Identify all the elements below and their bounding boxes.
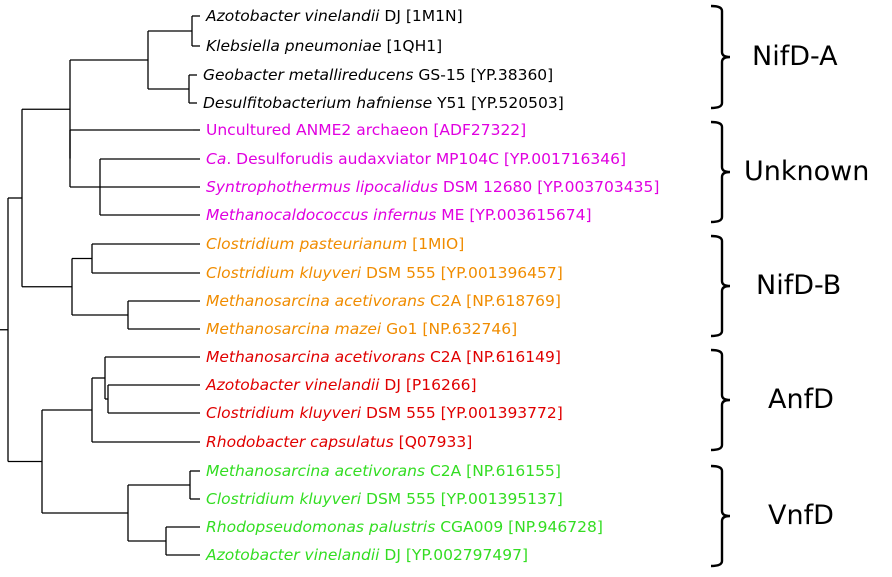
strain-accession: [Q07933] bbox=[393, 433, 473, 451]
species-name: Clostridium pasteurianum bbox=[206, 235, 408, 253]
leaf-label: Azotobacter vinelandii DJ [P16266] bbox=[206, 376, 477, 394]
strain-accession: Y51 [YP.520503] bbox=[432, 94, 564, 112]
leaf-label: Klebsiella pneumoniae [1QH1] bbox=[206, 37, 442, 55]
species-name: Ca bbox=[206, 150, 227, 168]
strain-accession: CGA009 [NP.946728] bbox=[435, 518, 603, 536]
strain-accession: [1QH1] bbox=[381, 37, 443, 55]
species-name: Azotobacter vinelandii bbox=[206, 7, 380, 25]
strain-accession: Uncultured ANME2 archaeon [ADF27322] bbox=[206, 121, 527, 139]
species-name: Clostridium kluyveri bbox=[206, 404, 362, 422]
leaf-label: Geobacter metallireducens GS-15 [YP.3836… bbox=[203, 66, 553, 84]
species-name: Desulfitobacterium hafniense bbox=[203, 94, 433, 112]
species-name: Methanocaldococcus infernus bbox=[206, 206, 437, 224]
clade-brace bbox=[710, 348, 731, 452]
strain-accession: DJ [1M1N] bbox=[379, 7, 463, 25]
leaf-label: Rhodopseudomonas palustris CGA009 [NP.94… bbox=[206, 518, 603, 536]
strain-accession: DJ [YP.002797497] bbox=[379, 546, 529, 564]
leaf-label: Clostridium kluyveri DSM 555 [YP.0013951… bbox=[206, 490, 563, 508]
strain-accession: GS-15 [YP.38360] bbox=[413, 66, 554, 84]
species-name: Methanosarcina acetivorans bbox=[206, 348, 426, 366]
leaf-label: Methanocaldococcus infernus ME [YP.00361… bbox=[206, 206, 592, 224]
leaf-label: Clostridium pasteurianum [1MIO] bbox=[206, 235, 464, 253]
strain-accession: Go1 [NP.632746] bbox=[381, 320, 518, 338]
leaf-label: Desulfitobacterium hafniense Y51 [YP.520… bbox=[203, 94, 564, 112]
species-name: Rhodobacter capsulatus bbox=[206, 433, 394, 451]
strain-accession: C2A [NP.616149] bbox=[425, 348, 561, 366]
species-name: Rhodopseudomonas palustris bbox=[206, 518, 436, 536]
species-name: Methanosarcina acetivorans bbox=[206, 292, 426, 310]
leaf-label: Methanosarcina acetivorans C2A [NP.61614… bbox=[206, 348, 561, 366]
species-name: Syntrophothermus lipocalidus bbox=[206, 178, 438, 196]
leaf-label: Methanosarcina mazei Go1 [NP.632746] bbox=[206, 320, 517, 338]
species-name: Methanosarcina mazei bbox=[206, 320, 382, 338]
clade-label: NifD-A bbox=[752, 41, 838, 72]
strain-accession: DSM 555 [YP.001395137] bbox=[361, 490, 563, 508]
leaf-label: Rhodobacter capsulatus [Q07933] bbox=[206, 433, 472, 451]
clade-brace bbox=[710, 464, 731, 568]
strain-accession: DJ [P16266] bbox=[379, 376, 477, 394]
leaf-label: Methanosarcina acetivorans C2A [NP.61615… bbox=[206, 462, 561, 480]
clade-brace bbox=[710, 120, 731, 224]
species-name: Azotobacter vinelandii bbox=[206, 546, 380, 564]
species-name: Geobacter metallireducens bbox=[203, 66, 414, 84]
species-name: Clostridium kluyveri bbox=[206, 490, 362, 508]
species-name: Klebsiella pneumoniae bbox=[206, 37, 382, 55]
leaf-label: Clostridium kluyveri DSM 555 [YP.0013964… bbox=[206, 264, 563, 282]
strain-accession: C2A [NP.618769] bbox=[425, 292, 561, 310]
clade-label: Unknown bbox=[744, 156, 870, 187]
leaf-label: Uncultured ANME2 archaeon [ADF27322] bbox=[206, 121, 526, 139]
leaf-label: Syntrophothermus lipocalidus DSM 12680 [… bbox=[206, 178, 659, 196]
leaf-label: Clostridium kluyveri DSM 555 [YP.0013937… bbox=[206, 404, 563, 422]
leaf-label: Methanosarcina acetivorans C2A [NP.61876… bbox=[206, 292, 561, 310]
strain-accession: DSM 555 [YP.001396457] bbox=[361, 264, 563, 282]
strain-accession: DSM 555 [YP.001393772] bbox=[361, 404, 563, 422]
clade-label: AnfD bbox=[768, 384, 834, 415]
clade-brace bbox=[710, 4, 731, 110]
species-name: Azotobacter vinelandii bbox=[206, 376, 380, 394]
species-name: Methanosarcina acetivorans bbox=[206, 462, 426, 480]
clade-label: NifD-B bbox=[756, 270, 842, 301]
leaf-label: Azotobacter vinelandii DJ [YP.002797497] bbox=[206, 546, 528, 564]
strain-accession: DSM 12680 [YP.003703435] bbox=[437, 178, 660, 196]
strain-accession: ME [YP.003615674] bbox=[436, 206, 592, 224]
clade-brace bbox=[710, 234, 731, 338]
strain-accession: C2A [NP.616155] bbox=[425, 462, 561, 480]
strain-accession: [1MIO] bbox=[407, 235, 465, 253]
leaf-label: Azotobacter vinelandii DJ [1M1N] bbox=[206, 7, 463, 25]
strain-accession: . Desulforudis audaxviator MP104C [YP.00… bbox=[226, 150, 627, 168]
species-name: Clostridium kluyveri bbox=[206, 264, 362, 282]
clade-label: VnfD bbox=[768, 500, 834, 531]
leaf-label: Ca. Desulforudis audaxviator MP104C [YP.… bbox=[206, 150, 626, 168]
